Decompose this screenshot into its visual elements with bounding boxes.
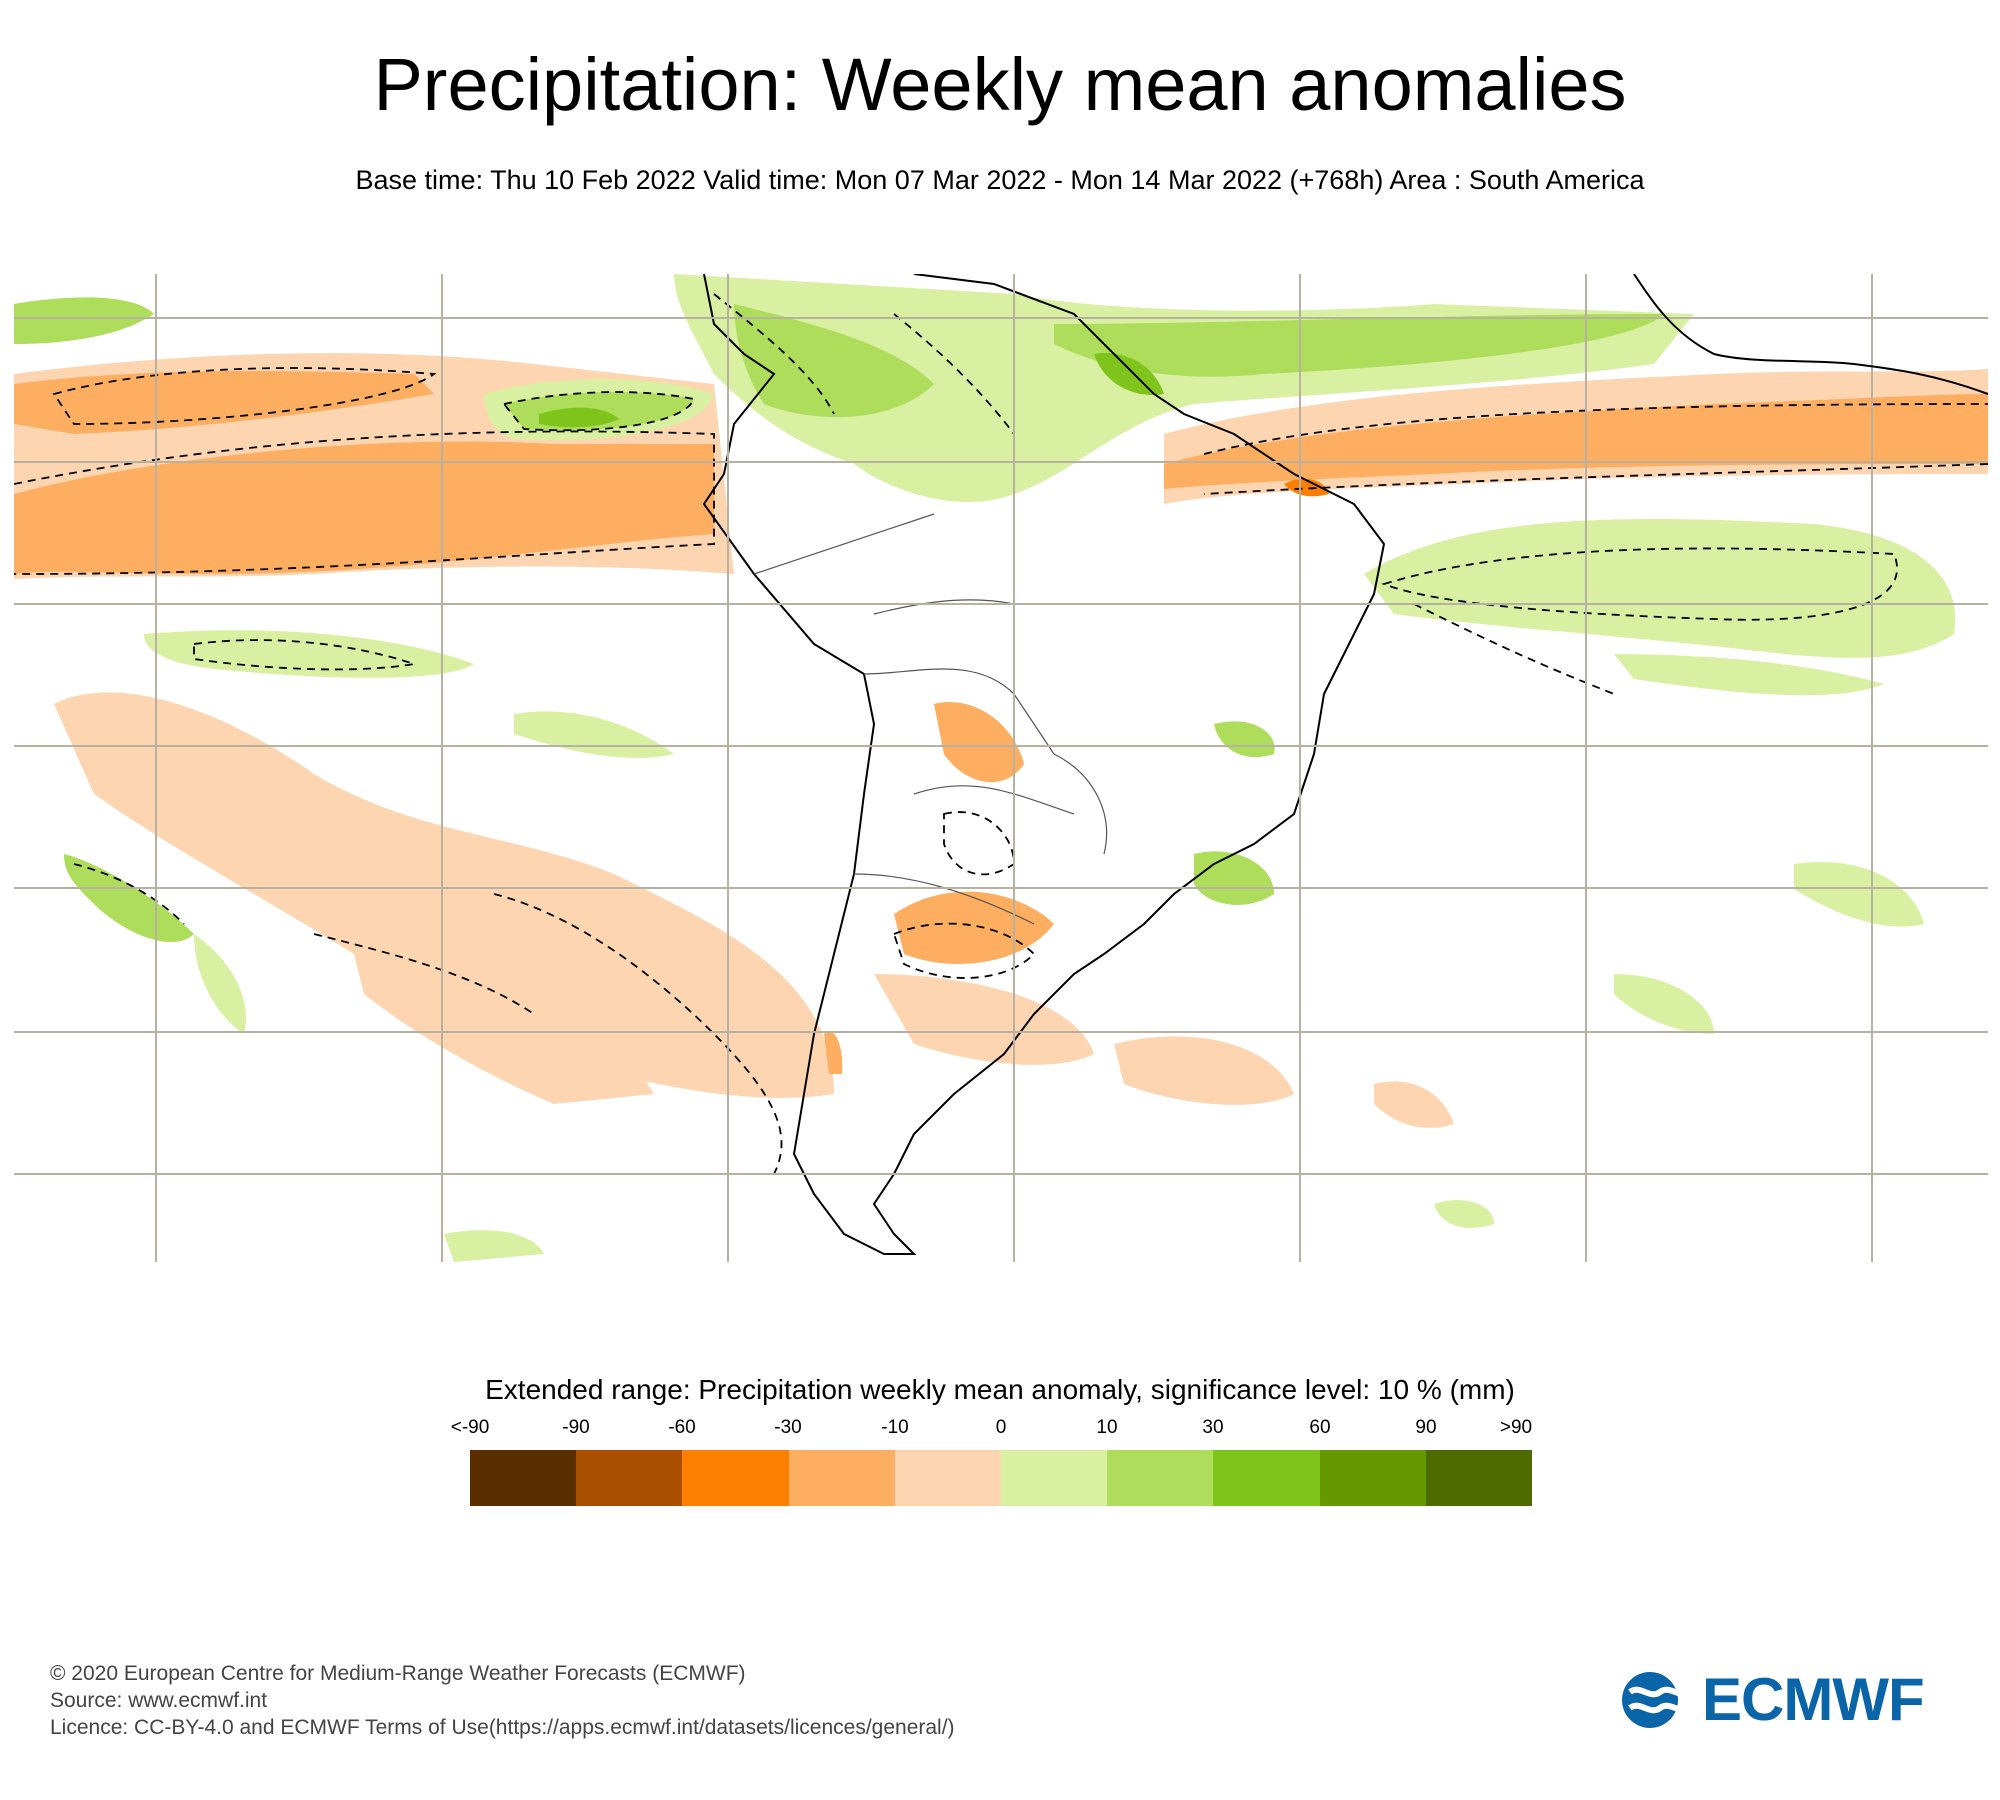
significance-contours (14, 293, 1988, 1175)
legend-tick: 30 (1202, 1417, 1224, 1438)
wet-area-atlantic-3 (1794, 862, 1924, 927)
wet-area-atlantic-4 (1614, 974, 1714, 1034)
south-america-coastline (702, 274, 1386, 1255)
legend-swatch (682, 1450, 789, 1506)
anomaly-map (14, 274, 1988, 1262)
strong-wet-area-northern-sa (734, 304, 934, 418)
footer: © 2020 European Centre for Medium-Range … (50, 1660, 955, 1741)
wet-area-pacific-2 (144, 630, 474, 678)
legend-swatch (576, 1450, 683, 1506)
wet-area-south-atlantic (1364, 519, 1956, 658)
legend-tick: <-90 (450, 1417, 490, 1438)
strong-dry-band-pacific-north (14, 371, 434, 434)
wet-area-pacific-6 (444, 1230, 544, 1262)
legend-swatch (1001, 1450, 1108, 1506)
dry-band-se-pacific (54, 692, 834, 1098)
dry-area-chile (824, 1031, 843, 1074)
africa-coastline (1633, 274, 1988, 395)
ecmwf-logo-icon (1622, 1672, 1694, 1728)
legend-tick: -30 (774, 1417, 802, 1438)
map-graticule (14, 274, 1988, 1262)
legend-title: Extended range: Precipitation weekly mea… (485, 1374, 1515, 1405)
ecmwf-logo-text: ECMWF (1702, 1666, 1925, 1733)
very-wet-area-guiana (1094, 353, 1164, 395)
legend-swatch (1213, 1450, 1320, 1506)
footer-source: Source: www.ecmwf.int (50, 1689, 268, 1712)
wet-area-brazil-e (1214, 721, 1275, 758)
wet-area-atlantic-5 (1434, 1200, 1494, 1228)
legend-tick: 90 (1415, 1417, 1437, 1438)
legend-tick: -10 (881, 1417, 909, 1438)
dry-area-south-atlantic-2 (1374, 1081, 1454, 1128)
legend-ticks: <-90 -90 -60 -30 -10 0 10 30 60 90 >90 (451, 1416, 1533, 1442)
footer-copyright: © 2020 European Centre for Medium-Range … (50, 1662, 746, 1685)
legend-swatch (894, 1450, 1002, 1506)
legend-tick: 10 (1096, 1417, 1118, 1438)
legend-swatch (470, 1450, 577, 1506)
wet-area-nw-pacific (14, 297, 154, 344)
dry-band-se-pacific-2 (344, 914, 654, 1104)
legend-color-bar (470, 1450, 1533, 1506)
legend-tick: 0 (995, 1417, 1007, 1438)
wet-area-south-atlantic-2 (1614, 654, 1884, 696)
legend-swatch (1425, 1450, 1533, 1506)
legend-tick: 60 (1309, 1417, 1331, 1438)
chart-subtitle: Base time: Thu 10 Feb 2022 Valid time: M… (355, 165, 1645, 195)
dry-area-parana (934, 702, 1024, 783)
dry-area-south-atlantic-1 (1114, 1036, 1294, 1105)
ecmwf-logo: ECMWF (1620, 1668, 1960, 1732)
footer-licence: Licence: CC-BY-4.0 and ECMWF Terms of Us… (50, 1716, 955, 1739)
country-borders (753, 513, 1108, 925)
legend-tick: -60 (668, 1417, 696, 1438)
chart-title: Precipitation: Weekly mean anomalies (373, 43, 1627, 126)
extreme-dry-spot-atlantic (1284, 478, 1329, 497)
legend-tick: >90 (1499, 1417, 1533, 1438)
strong-dry-band-pacific (14, 441, 714, 574)
legend-swatch (788, 1450, 895, 1506)
strong-wet-area-atlantic (1054, 314, 1664, 377)
strong-dry-band-atlantic (1164, 394, 1988, 489)
legend-tick: -90 (562, 1417, 590, 1438)
legend-swatch (1319, 1450, 1426, 1506)
wet-area-pacific-5 (194, 934, 246, 1034)
legend-swatch (1107, 1450, 1214, 1506)
dry-area-argentina-light (874, 974, 1094, 1065)
wet-area-pacific-4 (64, 854, 194, 943)
wet-area-pacific-1-center (539, 407, 619, 428)
